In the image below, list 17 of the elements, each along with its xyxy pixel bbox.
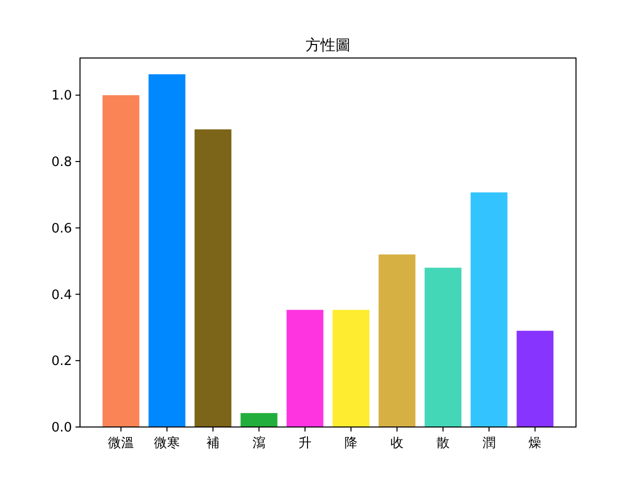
x-tick-label: 降	[344, 436, 358, 451]
x-tick-label: 微寒	[154, 435, 180, 451]
y-tick-label: 0.0	[51, 420, 72, 436]
y-tick-label: 0.8	[51, 155, 72, 170]
x-tick-label: 收	[390, 436, 404, 451]
chart-title: 方性圖	[306, 36, 350, 54]
x-tick-label: 潤	[482, 436, 496, 451]
y-tick-label: 0.2	[51, 354, 72, 370]
y-tick-label: 0.6	[51, 221, 72, 236]
x-tick-label: 瀉	[252, 436, 266, 451]
x-tick-label: 補	[206, 436, 220, 451]
x-tick-label: 燥	[528, 436, 542, 451]
x-tick-label: 散	[436, 436, 450, 451]
y-tick-label: 0.4	[51, 288, 72, 303]
y-tick-label: 1.0	[51, 88, 72, 104]
x-tick-label: 升	[298, 436, 312, 451]
x-tick-label: 微溫	[108, 436, 134, 451]
